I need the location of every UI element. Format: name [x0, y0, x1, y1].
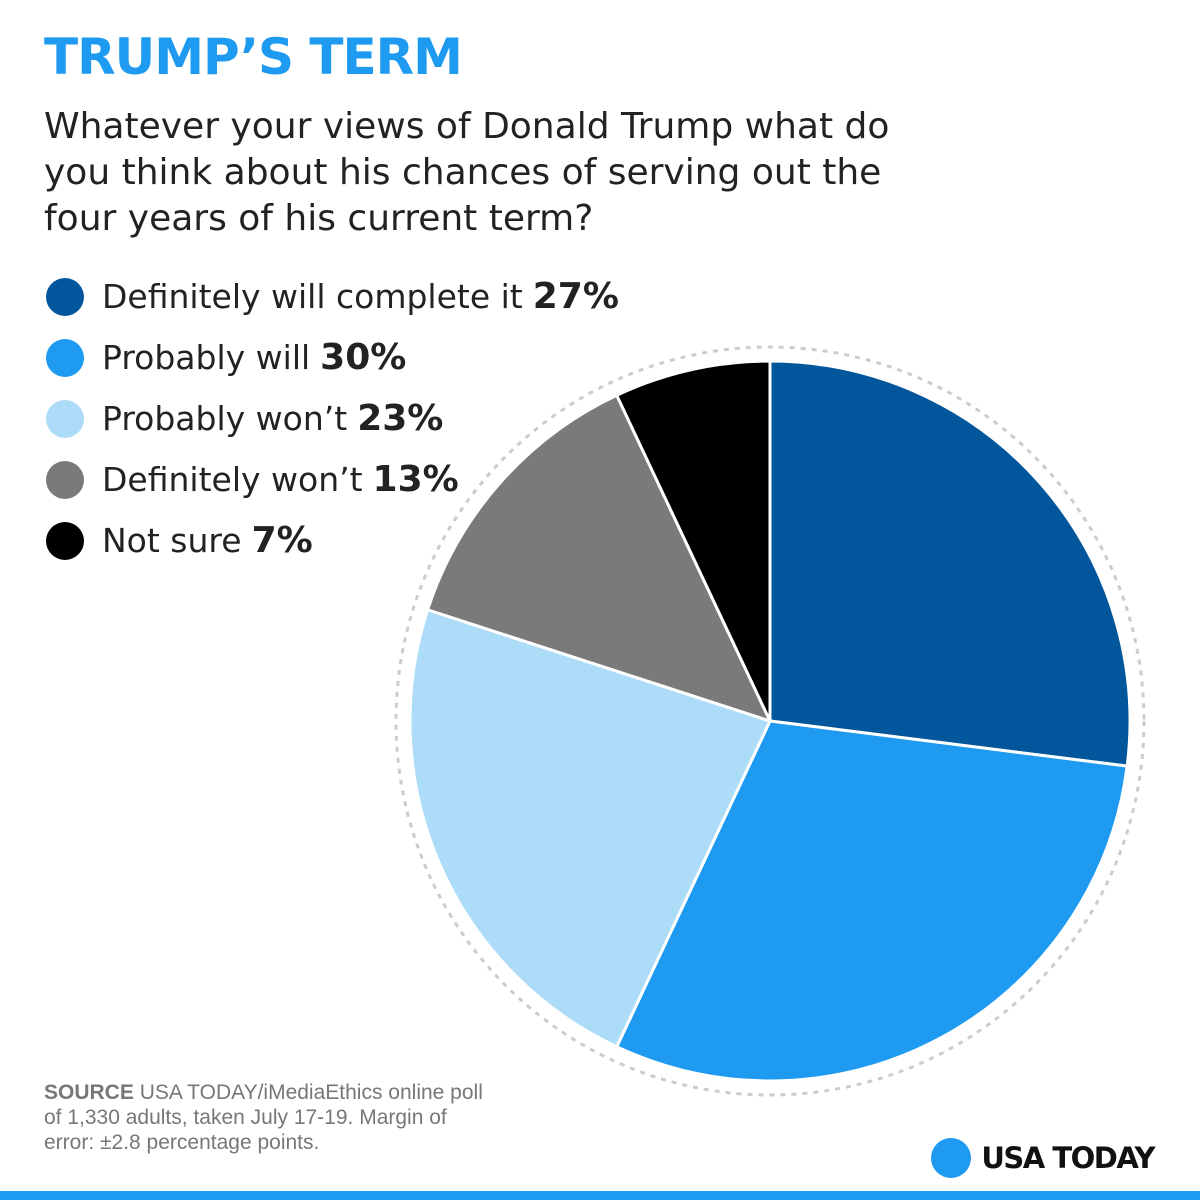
legend-label: Not sure — [102, 521, 242, 560]
legend-value: 7% — [251, 520, 313, 561]
legend-item: Not sure 7% — [46, 510, 619, 571]
legend-item: Probably will 30% — [46, 327, 619, 388]
pie-slice-3 — [408, 608, 772, 1049]
pie-slice-2 — [615, 719, 1129, 1083]
legend-value: 30% — [320, 337, 407, 378]
source-text: USA TODAY/iMediaEthics online poll of 1,… — [44, 1081, 483, 1154]
legend-value: 23% — [357, 398, 444, 439]
brand-dot-icon — [931, 1138, 972, 1178]
legend-label: Definitely won’t — [102, 460, 363, 499]
legend-item: Definitely will complete it 27% — [46, 266, 619, 327]
brand-name: USA TODAY — [981, 1141, 1155, 1175]
legend-label: Probably won’t — [102, 399, 348, 438]
pie-slice-4 — [426, 393, 772, 723]
legend-swatch — [46, 399, 84, 438]
source-note: SOURCE USA TODAY/iMediaEthics online pol… — [44, 1080, 484, 1155]
legend: Definitely will complete it 27% Probably w… — [46, 266, 619, 571]
legend-label: Probably will — [102, 338, 311, 377]
legend-swatch — [46, 460, 84, 499]
legend-value: 13% — [372, 459, 459, 500]
legend-item: Definitely won’t 13% — [46, 449, 619, 510]
source-label: SOURCE — [44, 1081, 134, 1104]
brand-logo: USA TODAY — [931, 1138, 1155, 1178]
legend-swatch — [46, 338, 84, 377]
chart-subtitle: Whatever your views of Donald Trump what… — [44, 106, 890, 239]
legend-swatch — [46, 277, 84, 316]
chart-title: TRUMP’S TERM — [44, 28, 463, 86]
pie-slices — [408, 359, 1132, 1083]
pie-slice-1 — [768, 359, 1132, 768]
bottom-accent-bar — [0, 1191, 1200, 1200]
legend-item: Probably won’t 23% — [46, 388, 619, 449]
legend-label: Definitely will complete it — [102, 277, 523, 316]
legend-swatch — [46, 521, 84, 560]
pie-slice-5 — [615, 359, 772, 723]
legend-value: 27% — [532, 276, 619, 317]
